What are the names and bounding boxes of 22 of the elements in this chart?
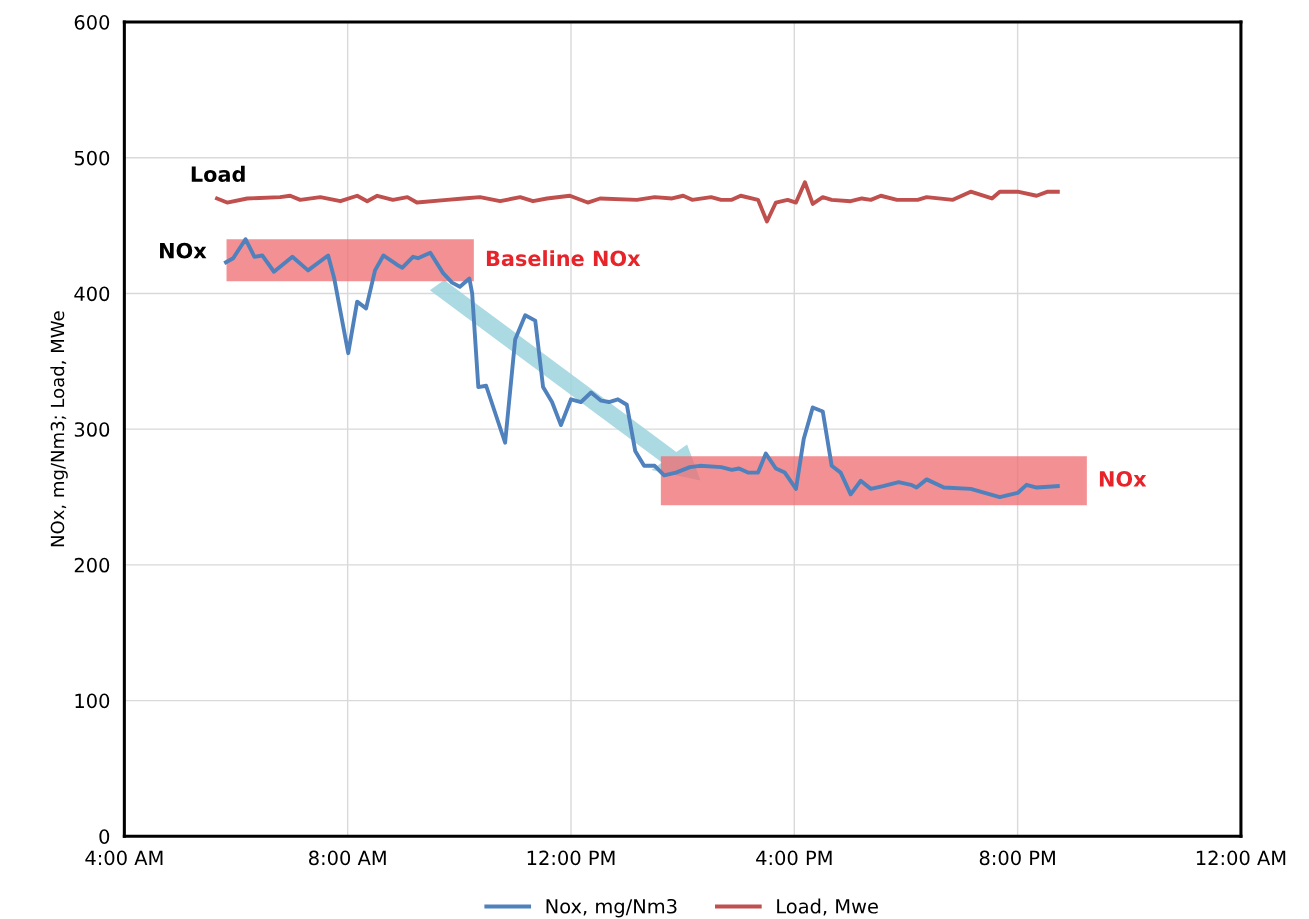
y-axis-title: NOx, mg/Nm3; Load, MWe (50, 311, 68, 547)
y-tick-label: 0 (99, 829, 110, 844)
annotation: Load (191, 165, 245, 182)
x-tick-label: 4:00 PM (756, 850, 832, 866)
y-tick-label: 600 (74, 15, 110, 30)
band-label: Baseline NOx (486, 250, 641, 267)
line-series (215, 180, 1060, 224)
legend-label: Nox, mg/Nm3 (546, 898, 677, 918)
legend-label: Load, Mwe (777, 898, 878, 916)
x-tick-label: 8:00 PM (979, 850, 1055, 866)
y-tick-label: 100 (75, 693, 110, 709)
annotation: NOx (160, 242, 207, 259)
x-tick-label: 12:00 PM (527, 850, 615, 866)
y-tick-label: 500 (74, 150, 110, 166)
x-tick-label: 12:00 AM (1196, 850, 1286, 866)
x-tick-label: 8:00 AM (309, 850, 386, 866)
y-tick-label: 300 (74, 422, 110, 437)
y-tick-label: 400 (74, 286, 110, 302)
band-label: NOx (1099, 471, 1147, 487)
y-tick-label: 200 (74, 557, 110, 573)
x-tick-label: 4:00 AM (85, 850, 163, 866)
line-series (224, 237, 1060, 499)
